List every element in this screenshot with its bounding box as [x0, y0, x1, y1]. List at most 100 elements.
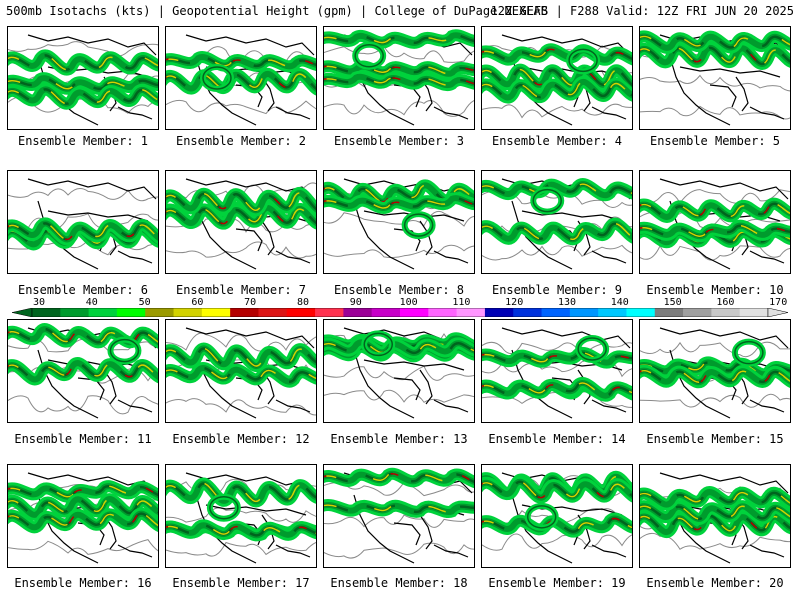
colorbar-high-arrow	[767, 308, 788, 317]
height-contour	[482, 103, 632, 119]
coastline	[27, 327, 157, 419]
jet-core-highlight	[482, 81, 632, 99]
coastline	[501, 472, 631, 564]
jet-band-inner	[166, 345, 316, 370]
map-canvas	[8, 34, 158, 126]
colorbar-swatch	[456, 308, 486, 317]
colorbar-swatch	[116, 308, 146, 317]
ensemble-member-map	[481, 170, 633, 274]
height-contour	[482, 244, 632, 261]
colorbar-tick-label: 50	[138, 297, 151, 308]
colorbar-swatch	[428, 308, 458, 317]
map-canvas	[640, 472, 790, 564]
jet-band-core	[166, 524, 316, 537]
colorbar-swatch	[286, 308, 316, 317]
colorbar-tick-label: 120	[505, 297, 524, 308]
map-canvas	[482, 470, 632, 564]
isotach-colorbar: 30 40 50 60 70 80 90 100 110 120 130 140 150 160 170	[12, 297, 788, 321]
map-canvas	[324, 327, 474, 419]
height-contour	[640, 105, 790, 120]
colorbar-tick-label: 40	[85, 297, 98, 308]
map-canvas	[324, 467, 474, 564]
map-canvas	[482, 178, 632, 270]
height-contour	[640, 341, 790, 358]
jet-band-core	[324, 341, 474, 355]
colorbar-tick-label: 150	[663, 297, 682, 308]
height-contour	[640, 244, 790, 261]
coastline	[501, 34, 631, 126]
closed-low-core	[734, 340, 764, 365]
jet-core-highlight	[8, 513, 158, 528]
map-canvas	[8, 472, 158, 564]
jet-band-core	[482, 182, 632, 197]
height-contour	[640, 532, 790, 550]
map-canvas	[8, 323, 158, 419]
closed-low-core	[403, 213, 434, 237]
height-contour	[8, 41, 158, 57]
map-canvas	[482, 327, 632, 419]
colorbar-swatch	[230, 308, 259, 317]
ensemble-member-caption: Ensemble Member: 7	[175, 283, 307, 297]
ensemble-member-map	[639, 170, 791, 274]
height-contour	[324, 542, 474, 559]
ensemble-member-caption: Ensemble Member: 8	[333, 283, 465, 297]
colorbar-swatch	[173, 308, 203, 317]
ensemble-member-map	[323, 26, 475, 130]
ensemble-member-map	[323, 464, 475, 568]
jet-band-core	[324, 75, 474, 87]
height-contour	[324, 210, 474, 227]
ensemble-member-caption: Ensemble Member: 18	[330, 576, 468, 590]
ensemble-member-caption: Ensemble Member: 20	[646, 576, 784, 590]
closed-low-core	[354, 44, 384, 68]
jet-core-highlight	[324, 184, 474, 203]
colorbar-tick-label: 160	[716, 297, 735, 308]
ensemble-member-caption: Ensemble Member: 4	[491, 134, 623, 148]
colorbar-low-arrow	[12, 308, 33, 317]
coastline	[27, 178, 157, 270]
jet-band-core	[324, 503, 474, 514]
ensemble-member-map	[165, 464, 317, 568]
ensemble-member-caption: Ensemble Member: 2	[175, 134, 307, 148]
colorbar-swatch	[258, 308, 288, 317]
jet-band-inner	[166, 190, 316, 214]
height-contour	[324, 389, 474, 403]
ensemble-member-map	[481, 464, 633, 568]
header-valid-time: 12Z GEFS | F288 Valid: 12Z FRI JUN 20 20…	[490, 4, 794, 18]
coastline	[343, 327, 473, 419]
ensemble-member-map	[165, 319, 317, 423]
height-contour	[324, 45, 474, 63]
header-title: 500mb Isotachs (kts) | Geopotential Heig…	[6, 4, 548, 18]
height-contour	[324, 100, 474, 117]
height-contour	[640, 74, 790, 92]
height-contour	[482, 360, 632, 378]
height-contour	[166, 507, 316, 523]
jet-band-core	[166, 55, 316, 68]
colorbar-tick-label: 70	[244, 297, 257, 308]
height-contour	[166, 241, 316, 259]
ensemble-member-map	[323, 170, 475, 274]
colorbar-tick-label: 140	[610, 297, 629, 308]
jet-core-highlight	[640, 491, 790, 506]
ensemble-member-map	[7, 170, 159, 274]
ensemble-member-map	[639, 319, 791, 423]
ensemble-member-caption: Ensemble Member: 5	[649, 134, 781, 148]
ensemble-member-map	[7, 26, 159, 130]
jet-core-highlight	[482, 223, 632, 241]
coastline	[659, 34, 789, 126]
colorbar-tick-label: 130	[557, 297, 577, 308]
jet-core-highlight	[640, 230, 790, 243]
colorbar-swatch	[60, 308, 90, 317]
colorbar-swatch	[598, 308, 627, 317]
jet-band-core	[482, 517, 632, 533]
map-header: 500mb Isotachs (kts) | Geopotential Heig…	[0, 0, 800, 24]
jet-band-core	[640, 361, 790, 376]
ensemble-member-caption: Ensemble Member: 17	[172, 576, 310, 590]
jet-core-highlight	[166, 73, 316, 90]
ensemble-member-map	[165, 26, 317, 130]
map-canvas	[166, 472, 316, 564]
ensemble-member-map	[165, 170, 317, 274]
closed-low-core	[526, 505, 557, 529]
height-contour	[324, 365, 474, 381]
ensemble-member-map	[7, 319, 159, 423]
closed-low-core	[577, 337, 607, 361]
